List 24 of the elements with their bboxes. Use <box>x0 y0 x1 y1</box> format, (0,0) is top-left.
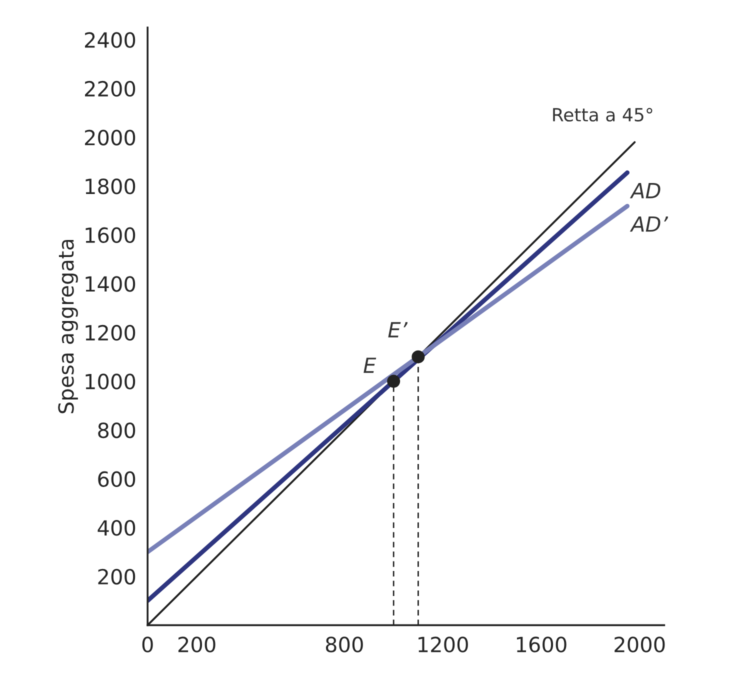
x-tick-label: 2000 <box>614 636 665 652</box>
y-tick-label: 800 <box>98 422 136 438</box>
y-tick-label: 600 <box>98 471 136 488</box>
y-axis-title: Spesa aggregata <box>58 240 78 414</box>
series-label: AD <box>630 183 660 198</box>
y-tick-label: 2000 <box>84 130 136 146</box>
x-tick-label: 1600 <box>516 636 566 652</box>
y-tick-label: 1800 <box>86 178 136 194</box>
annotation: Retta a 45° <box>553 108 652 122</box>
y-tick-label: 2200 <box>84 80 136 97</box>
y-tick-label: 1200 <box>86 324 136 341</box>
y-tick-label: 2400 <box>84 32 136 48</box>
y-tick-label: 1600 <box>86 227 136 244</box>
x-tick-label: 800 <box>326 636 363 652</box>
y-tick-label: 1000 <box>86 374 136 390</box>
annotation: E <box>364 358 376 373</box>
annotation: E’ <box>388 322 408 338</box>
x-tick-label: 0 <box>142 636 153 652</box>
x-tick-label: 1200 <box>418 636 468 652</box>
y-tick-label: 400 <box>98 520 136 536</box>
x-tick-label: 200 <box>178 636 216 652</box>
y-tick-label: 1400 <box>86 276 136 292</box>
series-label: AD’ <box>630 216 668 232</box>
y-tick-label: 200 <box>98 568 136 585</box>
